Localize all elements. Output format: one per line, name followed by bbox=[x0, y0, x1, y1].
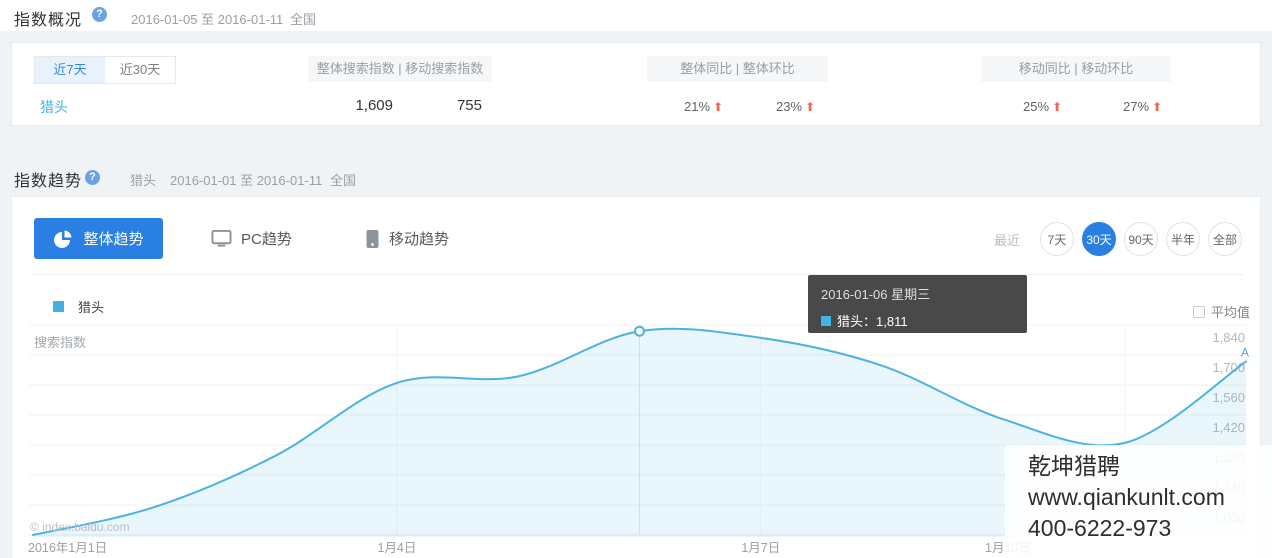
legend-label: 猎头 bbox=[78, 300, 105, 315]
tab-last-30-days[interactable]: 近30天 bbox=[105, 57, 175, 83]
mobile-compare-header: 移动同比 | 移动环比 bbox=[981, 56, 1171, 82]
recent-label: 最近 bbox=[994, 233, 1021, 248]
overview-panel: 近7天 近30天 猎头 整体搜索指数 | 移动搜索指数 1,609 755 整体… bbox=[11, 42, 1261, 126]
tab-pc-trend-label: PC趋势 bbox=[241, 231, 292, 248]
up-arrow-icon: ⬆ bbox=[713, 99, 724, 114]
overview-title: 指数概况 bbox=[14, 12, 83, 29]
keyword-link[interactable]: 猎头 bbox=[40, 99, 68, 115]
tab-overall-trend[interactable]: 整体趋势 bbox=[34, 218, 163, 259]
trend-region: 全国 bbox=[330, 173, 357, 188]
promo-watermark: 乾坤猎聘 www.qiankunlt.com 400-6222-973 bbox=[1005, 445, 1272, 558]
help-icon[interactable]: ? bbox=[92, 7, 107, 22]
trend-keyword: 猎头 bbox=[130, 173, 157, 188]
overall-yoy: 21% ⬆ bbox=[684, 99, 723, 114]
overall-search-index-value: 1,609 bbox=[355, 97, 393, 114]
checkbox-icon[interactable] bbox=[1193, 305, 1205, 318]
legend-item[interactable]: 猎头 bbox=[53, 297, 104, 316]
average-toggle[interactable]: 平均值 bbox=[1193, 302, 1250, 321]
up-arrow-icon: ⬆ bbox=[1052, 99, 1063, 114]
range-30d-button[interactable]: 30天 bbox=[1082, 222, 1116, 256]
tab-mobile-trend-label: 移动趋势 bbox=[389, 231, 450, 248]
tab-overall-trend-label: 整体趋势 bbox=[83, 231, 144, 248]
mobile-phone-icon bbox=[366, 229, 379, 248]
overall-mom-value: 23% bbox=[776, 99, 803, 114]
search-index-header: 整体搜索指数 | 移动搜索指数 bbox=[308, 56, 492, 82]
mobile-yoy: 25% ⬆ bbox=[1023, 99, 1062, 114]
mobile-yoy-value: 25% bbox=[1023, 99, 1050, 114]
overall-yoy-value: 21% bbox=[684, 99, 711, 114]
copyright-watermark: © index.baidu.com bbox=[30, 520, 130, 534]
trend-date-range: 2016-01-01 至 2016-01-11 bbox=[170, 173, 323, 188]
tooltip-value: 猎头：1,811 bbox=[837, 314, 908, 329]
monitor-icon bbox=[211, 229, 232, 247]
range-90d-button[interactable]: 90天 bbox=[1124, 222, 1158, 256]
promo-line-1: 乾坤猎聘 bbox=[1028, 453, 1120, 479]
promo-line-2: www.qiankunlt.com bbox=[1028, 484, 1225, 510]
tab-pc-trend[interactable]: PC趋势 bbox=[211, 218, 292, 259]
chart-tooltip: 2016-01-06 星期三 猎头：1,811 bbox=[808, 275, 1027, 333]
tooltip-row: 猎头：1,811 bbox=[821, 311, 1027, 330]
overview-header: 指数概况 ? 2016-01-05 至 2016-01-11 全国 bbox=[0, 0, 1272, 31]
up-arrow-icon: ⬆ bbox=[805, 99, 816, 114]
range-7d-button[interactable]: 7天 bbox=[1040, 222, 1074, 256]
range-half-year-button[interactable]: 半年 bbox=[1166, 222, 1200, 256]
divider bbox=[31, 274, 1243, 275]
overall-mom: 23% ⬆ bbox=[776, 99, 815, 114]
up-arrow-icon: ⬆ bbox=[1152, 99, 1163, 114]
mobile-search-index-value: 755 bbox=[456, 97, 482, 114]
mobile-mom: 27% ⬆ bbox=[1123, 99, 1162, 114]
overview-region: 全国 bbox=[290, 12, 317, 27]
legend-swatch bbox=[53, 301, 64, 312]
average-label: 平均值 bbox=[1211, 305, 1251, 320]
overview-period-tabs: 近7天 近30天 bbox=[34, 56, 176, 84]
trend-title: 指数趋势 bbox=[14, 173, 83, 190]
range-all-button[interactable]: 全部 bbox=[1208, 222, 1242, 256]
help-icon[interactable]: ? bbox=[85, 170, 100, 185]
tooltip-series-swatch bbox=[821, 315, 831, 326]
tab-last-7-days[interactable]: 近7天 bbox=[35, 57, 105, 83]
promo-line-3: 400-6222-973 bbox=[1028, 515, 1172, 541]
tab-mobile-trend[interactable]: 移动趋势 bbox=[365, 218, 449, 259]
y-axis-title: 搜索指数 bbox=[34, 335, 87, 350]
overview-date-range: 2016-01-05 至 2016-01-11 bbox=[131, 12, 284, 27]
tooltip-date: 2016-01-06 星期三 bbox=[821, 287, 931, 302]
overall-compare-header: 整体同比 | 整体环比 bbox=[647, 56, 828, 82]
mobile-mom-value: 27% bbox=[1123, 99, 1150, 114]
pie-chart-icon bbox=[54, 230, 72, 248]
